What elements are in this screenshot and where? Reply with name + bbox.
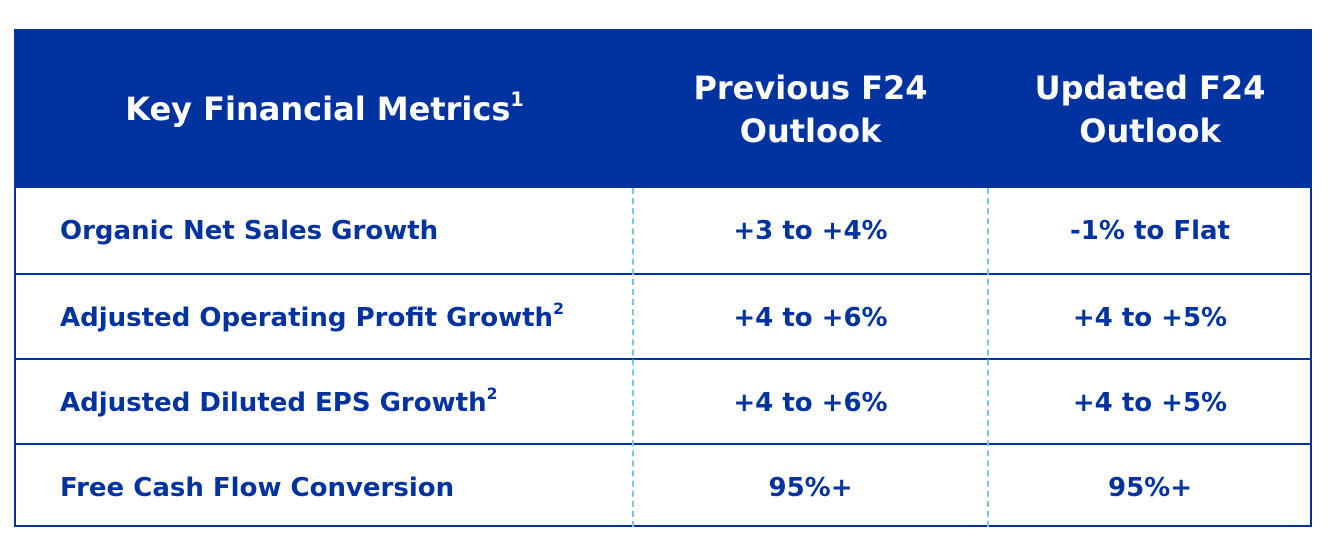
header-updated-outlook: Updated F24 Outlook — [988, 31, 1312, 188]
header-previous-line1: Previous F24 — [693, 68, 928, 107]
metric-cell: Adjusted Diluted EPS Growth2 — [60, 360, 630, 445]
metric-cell: Adjusted Operating Profit Growth2 — [60, 275, 630, 360]
metric-label: Adjusted Operating Profit Growth — [60, 302, 554, 333]
metric-cell: Free Cash Flow Conversion — [60, 445, 630, 530]
column-divider — [987, 188, 989, 527]
table-row: Adjusted Diluted EPS Growth2 +4 to +6% +… — [16, 358, 1310, 445]
header-metric-label: Key Financial Metrics — [125, 90, 511, 128]
header-metric: Key Financial Metrics1 — [16, 31, 633, 188]
table-header: Key Financial Metrics1 Previous F24 Outlo… — [16, 31, 1310, 188]
table-row: Adjusted Operating Profit Growth2 +4 to … — [16, 273, 1310, 360]
metric-label: Free Cash Flow Conversion — [60, 472, 455, 503]
metric-label: Adjusted Diluted EPS Growth — [60, 387, 487, 418]
financial-metrics-table: Key Financial Metrics1 Previous F24 Outlo… — [14, 29, 1312, 527]
updated-outlook-cell: 95%+ — [1107, 472, 1193, 503]
previous-outlook-cell: +4 to +6% — [733, 302, 888, 333]
header-previous-line2: Outlook — [739, 111, 882, 150]
metric-cell: Organic Net Sales Growth — [60, 188, 630, 273]
header-metric-footnote: 1 — [510, 88, 524, 112]
table-row: Free Cash Flow Conversion 95%+ 95%+ — [16, 443, 1310, 530]
header-updated-line2: Outlook — [1079, 111, 1221, 150]
header-previous-outlook: Previous F24 Outlook — [633, 31, 988, 188]
previous-outlook-cell: +4 to +6% — [733, 387, 888, 418]
column-divider — [632, 188, 634, 527]
metric-footnote: 2 — [553, 300, 564, 319]
updated-outlook-cell: -1% to Flat — [1070, 215, 1230, 246]
previous-outlook-cell: 95%+ — [768, 472, 853, 503]
previous-outlook-cell: +3 to +4% — [733, 215, 888, 246]
updated-outlook-cell: +4 to +5% — [1072, 302, 1228, 333]
table-row: Organic Net Sales Growth +3 to +4% -1% t… — [16, 188, 1310, 273]
metric-footnote: 2 — [486, 385, 498, 404]
updated-outlook-cell: +4 to +5% — [1072, 387, 1228, 418]
header-updated-line1: Updated F24 — [1034, 68, 1266, 107]
metric-label: Organic Net Sales Growth — [60, 215, 439, 246]
